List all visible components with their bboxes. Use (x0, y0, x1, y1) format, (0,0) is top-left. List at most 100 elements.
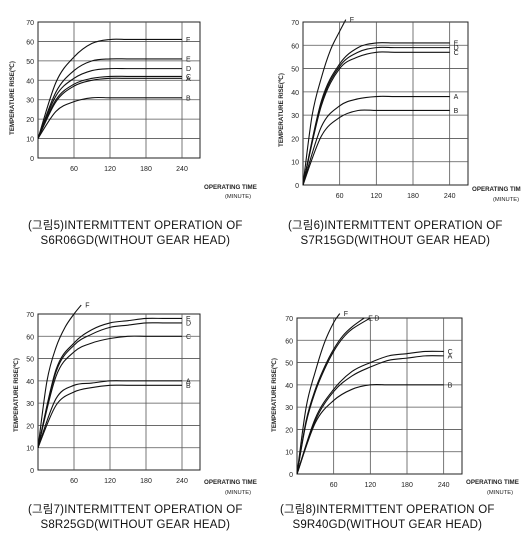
chart3-y-tick-label: 40 (26, 379, 34, 386)
chart2-x-axis-label: OPERATING TIME (472, 186, 521, 193)
chart4-series-C-line (296, 350, 444, 475)
chart3-series-A-line (37, 380, 182, 448)
chart1-series-D-line (37, 67, 182, 139)
chart1-series-E-label: E (186, 56, 191, 63)
chart2-y-tick-label: 70 (291, 20, 299, 27)
chart1-plot-frame (37, 21, 201, 159)
chart3-x-axis-label: OPERATING TIME (204, 479, 257, 486)
chart1-series-F-line (37, 38, 182, 139)
chart1-series-D-label: D (186, 66, 191, 73)
chart2-series-E-line (302, 42, 450, 186)
chart1-series-E-line (37, 58, 182, 139)
chart4-y-tick-label: 20 (285, 427, 293, 434)
chart2-series-F-label: F (350, 17, 354, 24)
chart1-series-C-line (37, 75, 182, 139)
chart1-y-tick-label: 50 (26, 59, 34, 66)
chart3-y-tick-label: 60 (26, 334, 34, 341)
chart3-y-tick-label: 70 (26, 312, 34, 319)
chart1-y-tick-label: 10 (26, 137, 34, 144)
chart1-x-axis-label: OPERATING TIME (204, 184, 257, 191)
chart2-y-tick-label: 50 (291, 67, 299, 74)
chart1-y-tick-label: 40 (26, 78, 34, 85)
chart4-x-axis-unit: (MINUTE) (487, 490, 513, 496)
chart2-series-F-line (302, 19, 347, 186)
chart1-series-B-line (37, 96, 182, 139)
chart2-series-B-label: B (454, 108, 459, 115)
caption-4-line2: S9R40GD(WITHOUT GEAR HEAD) (292, 519, 483, 531)
chart3-series-E-label: E (186, 316, 191, 323)
chart4-y-tick-label: 0 (289, 472, 293, 479)
chart3-series-C-label: C (186, 334, 191, 341)
caption-1-line1: (그림5)INTERMITTENT OPERATION OF (28, 220, 243, 232)
chart2-y-tick-label: 40 (291, 90, 299, 97)
chart3-y-tick-label: 20 (26, 423, 34, 430)
chart2-series-D-label: D (454, 45, 459, 52)
chart4-y-tick-label: 40 (285, 383, 293, 390)
chart2-series-E-label: E (454, 40, 459, 47)
chart2-series-A-label: A (454, 94, 459, 101)
chart2-x-tick-label: 240 (444, 193, 456, 200)
chart4-series-D-label: D (374, 316, 379, 323)
chart1-x-axis-unit: (MINUTE) (225, 194, 251, 200)
caption-2: (그림6)INTERMITTENT OPERATION OF S7R15GD(W… (288, 219, 503, 249)
chart4-x-tick-label: 180 (401, 482, 413, 489)
chart1-x-tick-label: 180 (140, 166, 152, 173)
chart1-series-F-label: F (186, 37, 190, 44)
chart2-plot-frame (302, 21, 469, 186)
chart2-y-axis-label: TEMPERATURE RISE(℃) (278, 73, 285, 147)
chart3-series-C-line (37, 335, 182, 448)
chart3-plot-frame (37, 313, 201, 471)
chart4-series-F-label: F (344, 311, 348, 318)
caption-2-line1: (그림6)INTERMITTENT OPERATION OF (288, 220, 503, 232)
chart4-series-A-label: A (448, 353, 453, 360)
chart4-series-E-label: E (368, 316, 373, 323)
caption-2-line2: S7R15GD(WITHOUT GEAR HEAD) (300, 235, 491, 247)
chart4-series-B-label: B (448, 382, 453, 389)
chart4-y-tick-label: 10 (285, 450, 293, 457)
chart3-series-B-line (37, 384, 182, 448)
chart4-y-tick-label: 70 (285, 316, 293, 323)
chart4-x-tick-label: 120 (364, 482, 376, 489)
chart2-series-C-label: C (454, 50, 459, 57)
caption-3-line2: S8R25GD(WITHOUT GEAR HEAD) (40, 519, 231, 531)
chart3-x-axis-unit: (MINUTE) (225, 490, 251, 496)
chart4-plot-frame (296, 317, 463, 475)
chart3-y-tick-label: 50 (26, 357, 34, 364)
chart2-x-tick-label: 60 (336, 193, 344, 200)
chart4-y-tick-label: 60 (285, 338, 293, 345)
chart4-series-B-line (296, 383, 444, 475)
chart2-series-C-line (302, 51, 450, 186)
chart1-y-tick-label: 0 (30, 156, 34, 163)
chart2-y-tick-label: 10 (291, 160, 299, 167)
chart1-y-tick-label: 30 (26, 98, 34, 105)
chart3-x-tick-label: 120 (104, 478, 116, 485)
chart4-series-D-line (296, 317, 371, 475)
chart1-x-tick-label: 60 (70, 166, 78, 173)
chart2-series-A-line (302, 95, 450, 186)
chart3-y-axis-label: TEMPERATURE RISE(℃) (13, 358, 20, 432)
chart1-x-tick-label: 240 (176, 166, 188, 173)
chart4-x-tick-label: 240 (438, 482, 450, 489)
chart3-series-D-line (37, 322, 182, 448)
caption-3-line1: (그림7)INTERMITTENT OPERATION OF (28, 504, 243, 516)
chart3-x-tick-label: 180 (140, 478, 152, 485)
chart3-series-A-label: A (186, 378, 191, 385)
caption-1-line2: S6R06GD(WITHOUT GEAR HEAD) (40, 235, 231, 247)
caption-3: (그림7)INTERMITTENT OPERATION OF S8R25GD(W… (28, 503, 243, 533)
chart1-y-tick-label: 20 (26, 117, 34, 124)
chart4-y-tick-label: 30 (285, 405, 293, 412)
chart4-y-axis-label: TEMPERATURE RISE(℃) (271, 358, 278, 432)
chart1-x-tick-label: 120 (104, 166, 116, 173)
caption-1: (그림5)INTERMITTENT OPERATION OF S6R06GD(W… (28, 219, 243, 249)
chart1-series-C-label: C (186, 74, 191, 81)
chart3-series-B-label: B (186, 383, 191, 390)
caption-4: (그림8)INTERMITTENT OPERATION OF S9R40GD(W… (280, 503, 495, 533)
chart1-y-axis-label: TEMPERATURE RISE(℃) (9, 61, 16, 135)
chart3-series-D-label: D (186, 320, 191, 327)
chart3-series-F-label: F (85, 303, 89, 310)
chart3-series-E-line (37, 317, 182, 448)
chart1-series-B-label: B (186, 95, 191, 102)
